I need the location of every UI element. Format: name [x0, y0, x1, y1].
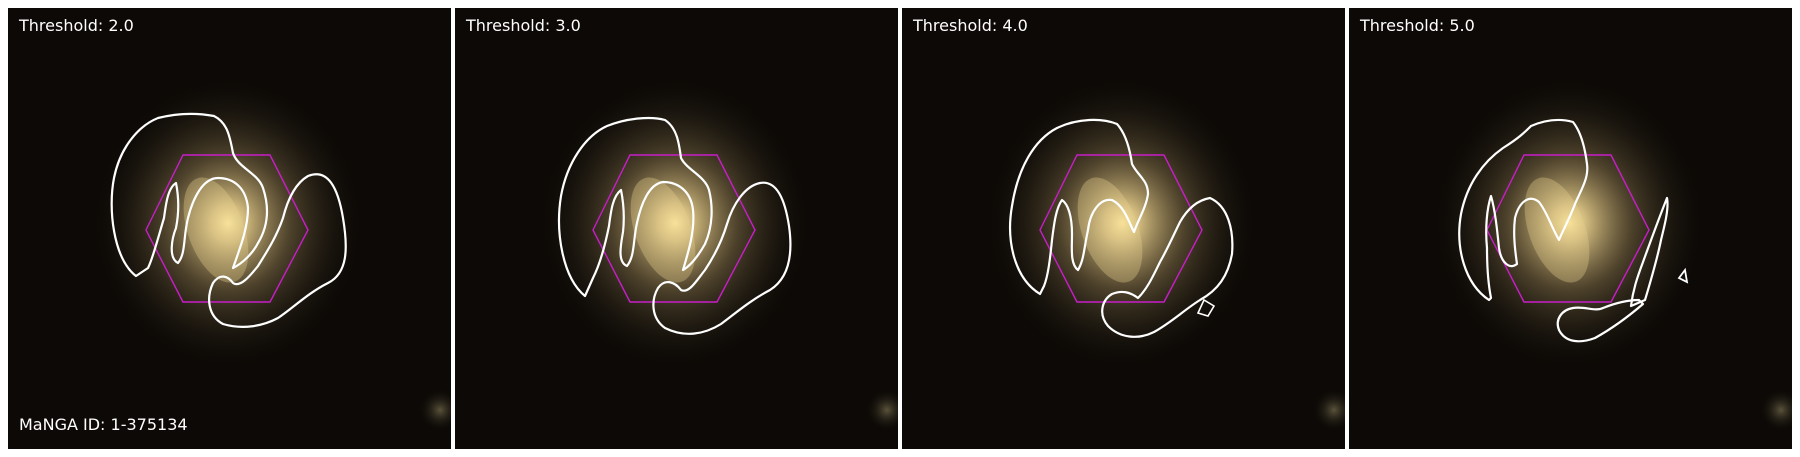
threshold-contour [652, 181, 792, 335]
galaxy-glow [982, 73, 1262, 373]
galaxy-image [455, 8, 898, 449]
threshold-label: Threshold: 3.0 [466, 16, 581, 35]
ifu-hexagon [145, 154, 309, 303]
galaxy-image [8, 8, 451, 449]
background-star [1312, 388, 1345, 432]
galaxy-glow [88, 73, 368, 373]
image-panel-threshold-2: Threshold: 2.0 MaNGA ID: 1-375134 [8, 8, 451, 449]
threshold-contour [1009, 118, 1150, 296]
threshold-contour [1458, 118, 1589, 302]
ifu-hexagon [1486, 154, 1650, 303]
background-star [1759, 388, 1792, 432]
image-panel-threshold-5: Threshold: 5.0 [1349, 8, 1792, 449]
threshold-label: Threshold: 5.0 [1360, 16, 1475, 35]
threshold-label: Threshold: 4.0 [913, 16, 1028, 35]
threshold-contour [558, 116, 713, 298]
background-star [418, 388, 451, 432]
threshold-contour [1196, 298, 1216, 317]
galaxy-image [902, 8, 1345, 449]
galaxy-glow [535, 73, 815, 373]
threshold-contour [1101, 196, 1234, 338]
image-panel-threshold-3: Threshold: 3.0 [455, 8, 898, 449]
threshold-contour [110, 112, 268, 278]
ifu-hexagon [592, 154, 756, 303]
threshold-contour [1677, 267, 1689, 284]
threshold-label: Threshold: 2.0 [19, 16, 134, 35]
galaxy-image [1349, 8, 1792, 449]
background-star [865, 388, 898, 432]
threshold-contour [208, 173, 347, 328]
threshold-contour [1556, 298, 1645, 343]
threshold-contour [1629, 196, 1669, 308]
galaxy-glow [1429, 73, 1709, 373]
image-panel-threshold-4: Threshold: 4.0 [902, 8, 1345, 449]
manga-id-label: MaNGA ID: 1-375134 [19, 415, 188, 434]
ifu-hexagon [1039, 154, 1203, 303]
